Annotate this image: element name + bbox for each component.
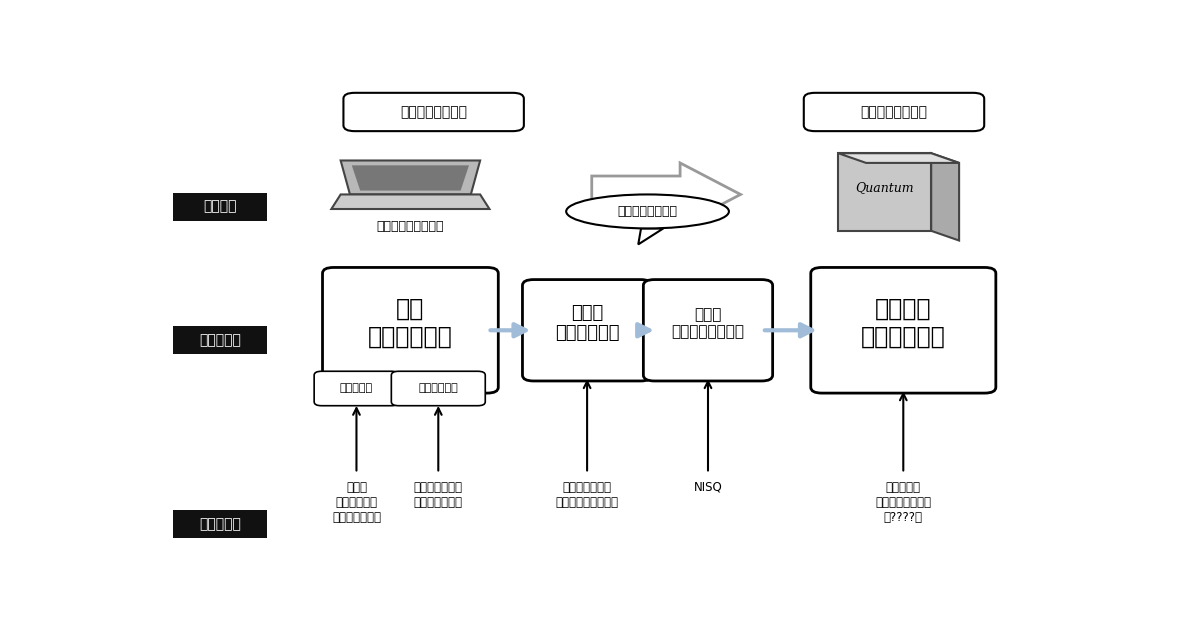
Polygon shape [352,165,469,190]
Text: 通常のコンピュータ: 通常のコンピュータ [377,220,444,233]
Text: 通常の
コンピュータ
（１９４６〜）: 通常の コンピュータ （１９４６〜） [332,481,380,524]
Polygon shape [341,161,480,195]
Text: Quantum: Quantum [856,181,914,193]
Text: 実機の一例: 実機の一例 [199,517,241,531]
Polygon shape [331,195,490,209]
Text: 古典アニーラー
（２０１５〜）: 古典アニーラー （２０１５〜） [414,481,463,508]
Ellipse shape [566,195,728,229]
FancyBboxPatch shape [811,268,996,393]
Polygon shape [839,153,959,163]
Text: 非万能
量子コンピュータ: 非万能 量子コンピュータ [672,307,744,339]
Polygon shape [839,153,931,231]
Text: イメージ: イメージ [203,200,236,214]
FancyBboxPatch shape [391,371,485,406]
FancyBboxPatch shape [323,268,498,393]
Text: 量子コンピュータ: 量子コンピュータ [860,105,928,119]
Text: 古典
コンピュータ: 古典 コンピュータ [368,297,452,349]
FancyBboxPatch shape [314,371,398,406]
FancyBboxPatch shape [173,510,266,539]
Text: 大きな流れ: 大きな流れ [199,333,241,347]
Text: 非古典
コンピュータ: 非古典 コンピュータ [554,304,619,342]
FancyBboxPatch shape [643,280,773,381]
Text: 量子スプレマシー: 量子スプレマシー [618,205,678,218]
FancyBboxPatch shape [804,93,984,131]
FancyBboxPatch shape [522,280,652,381]
Text: ノイマン型: ノイマン型 [340,384,373,394]
Polygon shape [638,229,664,244]
Text: エラー耐性
量子コンピュータ
（????）: エラー耐性 量子コンピュータ （????） [875,481,931,524]
FancyBboxPatch shape [343,93,524,131]
FancyBboxPatch shape [173,193,266,220]
Text: 万能量子
コンピュータ: 万能量子 コンピュータ [860,297,946,349]
Polygon shape [931,153,959,241]
Text: 量子アニーラー
（現在このあたり）: 量子アニーラー （現在このあたり） [556,481,619,508]
FancyBboxPatch shape [173,326,266,354]
Text: 非ノイマン型: 非ノイマン型 [419,384,458,394]
Polygon shape [592,163,740,226]
Text: NISQ: NISQ [694,481,722,494]
Text: 古典コンピュータ: 古典コンピュータ [400,105,467,119]
